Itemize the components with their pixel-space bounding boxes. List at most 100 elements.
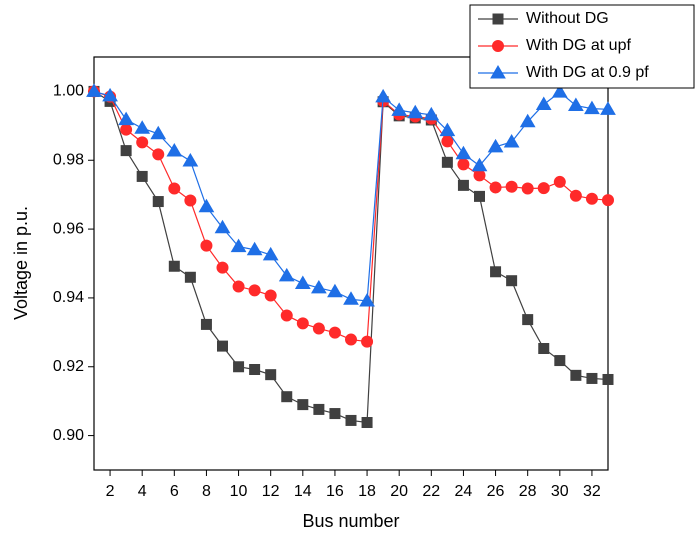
x-tick-label: 26	[487, 483, 505, 500]
data-point	[118, 111, 134, 126]
x-tick-label: 16	[326, 483, 344, 500]
data-point	[551, 84, 568, 98]
data-point	[407, 104, 424, 119]
data-point	[166, 142, 183, 157]
data-point	[359, 293, 375, 307]
data-point	[152, 196, 164, 208]
data-point	[537, 182, 550, 195]
data-point	[535, 96, 552, 110]
data-point	[264, 289, 277, 302]
data-point	[553, 175, 566, 188]
data-point	[278, 267, 295, 282]
data-point	[152, 148, 165, 161]
data-point	[489, 181, 502, 194]
data-point	[198, 198, 215, 213]
data-point	[120, 123, 133, 136]
data-point	[246, 241, 263, 256]
data-point	[184, 194, 197, 207]
data-point	[423, 106, 440, 121]
data-point	[249, 364, 261, 376]
x-tick-label: 32	[583, 483, 601, 500]
x-tick-label: 4	[138, 483, 147, 500]
data-point	[554, 355, 566, 367]
x-tick-label: 12	[262, 483, 280, 500]
x-tick-label: 22	[422, 483, 440, 500]
x-tick-label: 8	[202, 483, 211, 500]
data-point	[313, 403, 325, 415]
data-point	[345, 414, 357, 426]
data-point	[441, 135, 454, 148]
y-axis-label: Voltage in p.u.	[11, 206, 31, 320]
x-tick-label: 28	[519, 483, 537, 500]
data-point	[391, 102, 408, 116]
data-point	[361, 417, 373, 429]
data-point	[200, 318, 212, 330]
data-point	[569, 189, 582, 202]
data-point	[439, 122, 456, 137]
data-point	[474, 190, 485, 202]
data-point	[519, 113, 536, 128]
data-point	[602, 373, 614, 385]
data-point	[296, 317, 309, 330]
x-tick-label: 24	[455, 483, 473, 500]
data-point	[568, 97, 584, 112]
data-point	[506, 275, 518, 287]
data-point	[329, 408, 341, 420]
data-point	[328, 326, 341, 339]
data-point	[168, 182, 181, 195]
data-point	[375, 88, 391, 103]
data-point	[345, 333, 357, 346]
data-point	[585, 192, 598, 205]
data-point	[230, 238, 247, 253]
data-point	[343, 291, 359, 305]
data-point	[294, 275, 311, 289]
data-point	[570, 369, 582, 381]
data-point	[327, 283, 343, 298]
legend-label: With DG at upf	[526, 37, 631, 54]
legend-marker	[492, 40, 504, 52]
data-point	[487, 138, 504, 153]
data-point	[473, 169, 486, 182]
x-tick-label: 30	[551, 483, 569, 500]
x-tick-label: 14	[294, 483, 312, 500]
data-point	[233, 361, 245, 373]
series-line	[93, 90, 609, 424]
data-point	[168, 260, 180, 272]
data-point	[280, 309, 293, 322]
y-tick-label: 0.94	[53, 289, 84, 306]
data-point	[586, 372, 598, 384]
y-tick-label: 0.98	[53, 151, 84, 168]
data-point	[262, 246, 279, 261]
data-point	[505, 180, 518, 193]
legend-label: Without DG	[526, 10, 609, 27]
data-point	[232, 280, 245, 293]
data-point	[584, 100, 600, 115]
data-point	[217, 340, 228, 352]
data-point	[521, 182, 534, 195]
data-point	[136, 170, 148, 182]
x-tick-label: 2	[106, 483, 115, 500]
data-point	[134, 120, 151, 134]
data-point	[600, 101, 616, 115]
data-point	[150, 125, 167, 140]
data-point	[184, 271, 196, 283]
data-point	[602, 194, 614, 207]
data-point	[538, 343, 550, 355]
data-point	[281, 391, 293, 403]
data-point	[457, 179, 469, 191]
data-point	[86, 83, 102, 97]
data-point	[297, 399, 309, 411]
data-point	[311, 279, 327, 294]
data-point	[490, 266, 502, 278]
legend-label: With DG at 0.9 pf	[526, 64, 649, 81]
data-point	[102, 87, 118, 102]
y-tick-label: 1.00	[53, 83, 84, 100]
y-tick-label: 0.92	[53, 358, 84, 375]
x-tick-label: 10	[230, 483, 248, 500]
data-point	[265, 369, 277, 381]
data-point	[361, 335, 374, 348]
data-point	[120, 145, 132, 157]
y-tick-label: 0.90	[53, 427, 84, 444]
legend-marker	[490, 65, 506, 79]
